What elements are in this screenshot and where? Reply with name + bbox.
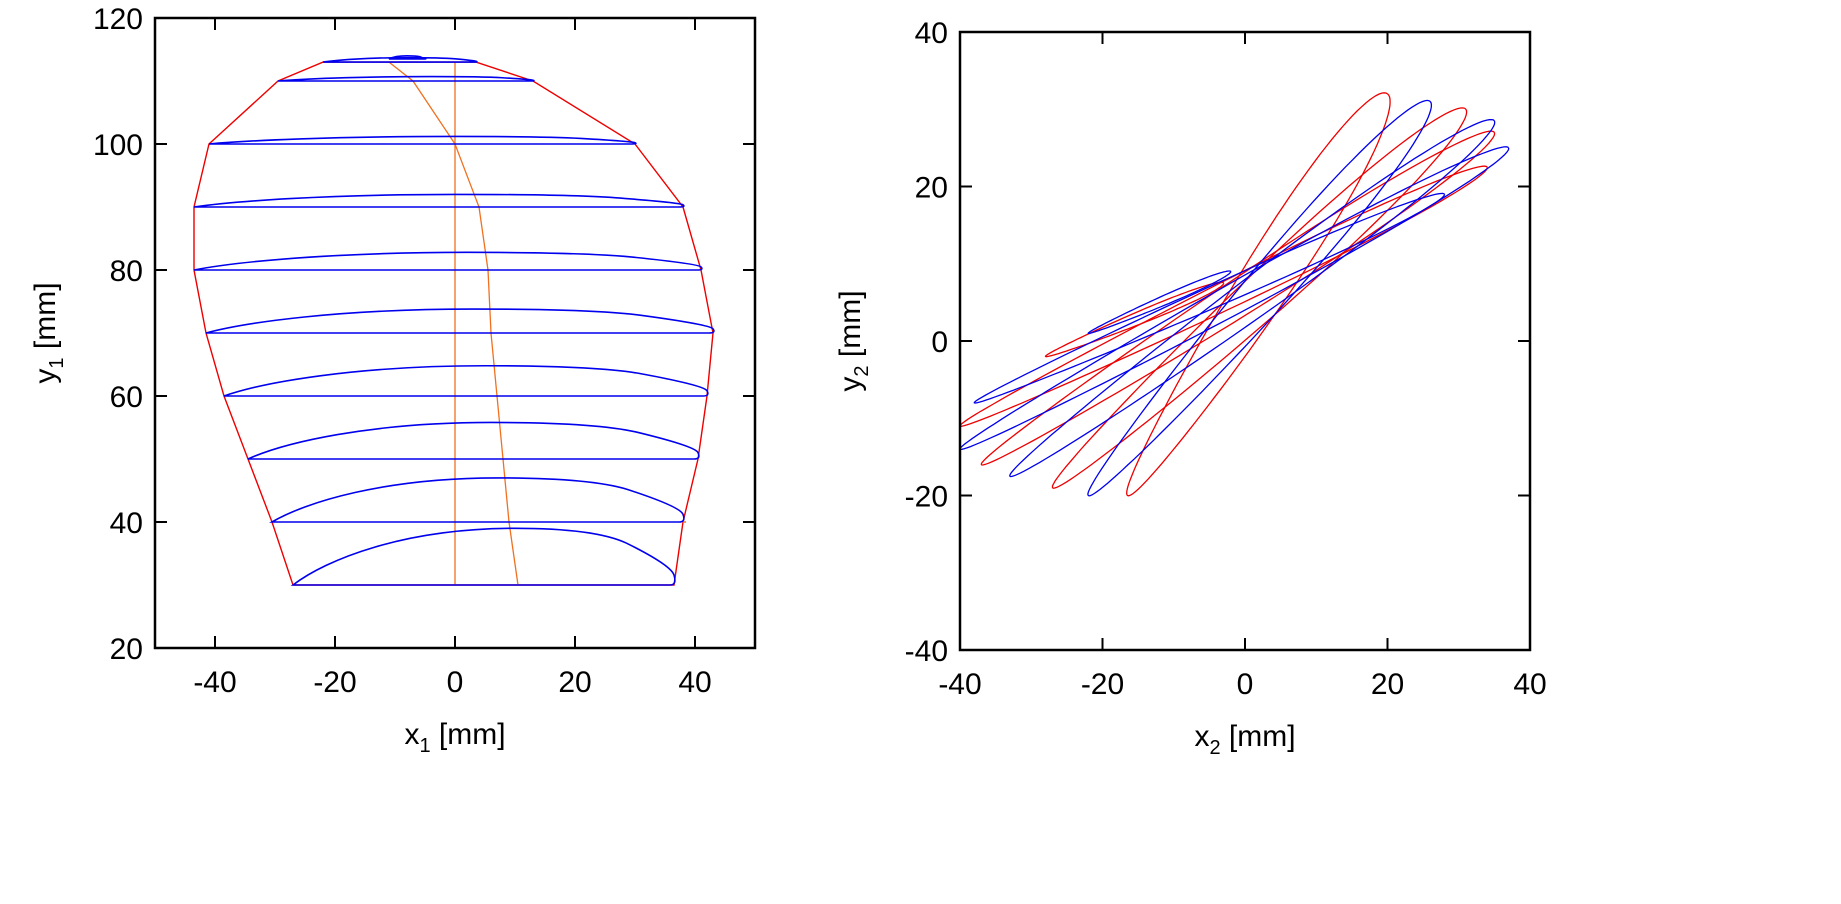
x-tick-label: 0 xyxy=(447,666,464,699)
x-axis-label: x1 [mm] xyxy=(404,718,505,757)
y-axis-label-base: y xyxy=(834,377,867,392)
x-tick-label: -40 xyxy=(193,666,236,699)
motion-loop xyxy=(388,54,427,60)
blue-loop xyxy=(1087,99,1433,497)
motion-loop xyxy=(269,477,685,523)
blue-loop xyxy=(1009,118,1496,478)
motion-loop xyxy=(290,527,676,586)
motion-loop xyxy=(277,75,535,82)
motion-loop xyxy=(193,193,685,208)
y-tick-label: 100 xyxy=(93,129,143,162)
y-tick-label: 60 xyxy=(110,381,143,414)
motion-loop xyxy=(322,56,478,63)
y-axis-label-sub: 2 xyxy=(851,365,873,376)
blue-loop xyxy=(973,192,1446,404)
x-tick-label: 20 xyxy=(1371,668,1404,701)
x-tick-label: 40 xyxy=(1513,668,1546,701)
y-tick-label: 20 xyxy=(110,633,143,666)
red-loop xyxy=(1044,281,1225,358)
x-axis-label-base: x xyxy=(1194,720,1209,753)
x-axis-label-sub: 1 xyxy=(419,735,430,757)
x-axis-label: x2 [mm] xyxy=(1194,720,1295,759)
motion-loop xyxy=(247,421,700,460)
y-tick-label: 120 xyxy=(93,3,143,36)
x-tick-label: 40 xyxy=(678,666,711,699)
y-tick-label: -40 xyxy=(905,635,948,668)
x-tick-label: -20 xyxy=(1081,668,1124,701)
y-axis-label: y1 [mm] xyxy=(29,282,68,383)
motion-loop xyxy=(223,364,709,397)
motion-loop xyxy=(208,135,637,145)
y-axis-label-unit: [mm] xyxy=(834,290,867,365)
y-axis-label: y2 [mm] xyxy=(834,290,873,391)
x-axis-label-sub: 2 xyxy=(1209,737,1220,759)
x-axis-label-unit: [mm] xyxy=(1221,720,1296,753)
red-loop xyxy=(980,130,1496,466)
x-tick-label: 20 xyxy=(558,666,591,699)
y-axis-label-sub: 1 xyxy=(46,357,68,368)
curved-line xyxy=(388,61,519,586)
x-axis-label-base: x xyxy=(404,718,419,751)
x-tick-label: 0 xyxy=(1237,668,1254,701)
blue-loop xyxy=(1087,270,1232,335)
motion-loop xyxy=(205,308,715,334)
y-tick-label: 20 xyxy=(915,172,948,205)
y-tick-label: 0 xyxy=(931,326,948,359)
motion-loop xyxy=(193,251,703,271)
y-tick-label: 40 xyxy=(915,17,948,50)
y-tick-label: 80 xyxy=(110,255,143,288)
x-axis-label-unit: [mm] xyxy=(431,718,506,751)
x-tick-label: -40 xyxy=(938,668,981,701)
y-axis-label-unit: [mm] xyxy=(29,282,62,357)
y-tick-label: 40 xyxy=(110,507,143,540)
x-tick-label: -20 xyxy=(313,666,356,699)
red-loop xyxy=(1126,92,1391,497)
red-loop xyxy=(1051,107,1468,489)
y-tick-label: -20 xyxy=(905,481,948,514)
y-axis-label-base: y xyxy=(29,369,62,384)
